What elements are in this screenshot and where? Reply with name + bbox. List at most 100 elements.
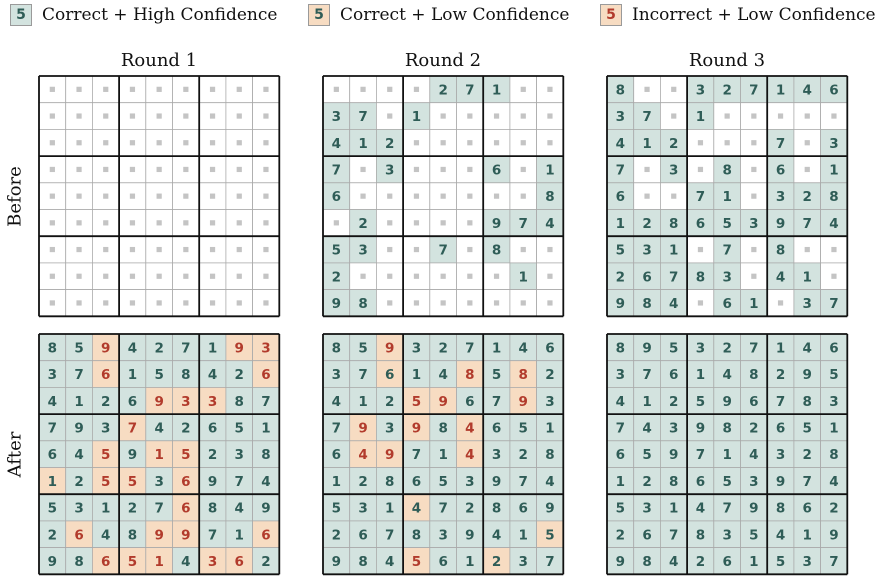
cell-digit: 5 [128,554,137,570]
sudoku-cell [509,262,537,290]
cell-digit: 2 [128,501,137,517]
cell-digit: 1 [74,394,83,410]
sudoku-cell [606,413,635,442]
empty-cell-marker [76,86,82,92]
cell-digit: 5 [669,340,678,356]
legend-label-correct-low: Correct + Low Confidence [340,5,570,25]
sudoku-cell [482,493,511,522]
cell-digit: 4 [358,447,367,463]
cell-digit: 8 [74,554,83,570]
empty-cell-marker [103,273,109,279]
cell-digit: 9 [438,394,447,410]
cell-digit: 7 [722,243,731,259]
cell-digit: 1 [235,527,244,543]
cell-digit: 9 [154,527,163,543]
sudoku-cell [536,520,564,549]
cell-digit: 7 [642,367,651,383]
sudoku-cell [375,386,404,415]
empty-cell-marker [831,113,837,119]
cell-digit: 5 [696,394,705,410]
cell-digit: 7 [154,501,163,517]
cell-digit: 6 [696,474,705,490]
empty-cell-marker [751,113,757,119]
sudoku-cell [65,547,93,575]
empty-cell-marker [129,300,136,306]
empty-cell-marker [724,140,730,146]
empty-cell-marker [547,86,553,92]
cell-digit: 7 [438,501,447,517]
cell-digit: 9 [385,340,394,356]
sudoku-cell [686,75,715,104]
empty-cell-marker [76,113,82,119]
cell-digit: 6 [749,394,758,410]
sudoku-cell [606,547,635,575]
empty-cell-marker [129,273,136,279]
sudoku-cell [172,360,200,388]
sudoku-cell [118,547,147,575]
empty-cell-marker [236,140,242,146]
cell-digit: 3 [101,420,110,436]
cell-digit: 4 [235,501,244,517]
empty-cell-marker [413,246,420,253]
cell-digit: 2 [749,420,758,436]
sudoku-cell [606,520,635,549]
empty-cell-marker [520,113,526,119]
empty-cell-marker [103,166,109,173]
cell-digit: 7 [465,340,474,356]
empty-cell-marker [209,193,216,199]
cell-digit: 5 [412,394,421,410]
empty-cell-marker [209,273,216,279]
board-after-round-1: 8 5 9 4 2 7 1 9 3 3 7 6 1 5 8 4 2 6 4 1 2 6 9 3 3 8 7 7 9 3 7 4 2 6 5 1 6 4 5 9… [38,333,281,576]
cell-digit: 5 [776,554,785,570]
cell-digit: 5 [358,340,367,356]
cell-digit: 1 [803,527,812,543]
cell-digit: 6 [332,447,341,463]
cell-digit: 5 [749,527,758,543]
empty-cell-marker [49,273,55,279]
empty-cell-marker [804,113,810,119]
sudoku-cell [606,467,635,495]
sudoku-cell [349,289,377,317]
cell-digit: 1 [48,474,57,490]
empty-cell-marker [751,273,757,279]
cell-digit: 2 [385,394,394,410]
empty-cell-marker [76,140,82,146]
cell-digit: 7 [208,527,217,543]
cell-digit: 7 [803,216,812,232]
sudoku-cell [766,413,795,442]
cell-digit: 9 [154,394,163,410]
sudoku-cell [766,182,795,210]
empty-cell-marker [156,246,162,253]
cell-digit: 8 [776,243,785,259]
cell-digit: 2 [438,82,447,98]
cell-digit: 3 [48,367,57,383]
cell-digit: 8 [519,367,528,383]
cell-digit: 8 [465,367,474,383]
sudoku-cell [536,440,564,468]
empty-cell-marker [413,220,420,226]
cell-digit: 6 [616,189,625,205]
empty-cell-marker [440,193,446,199]
cell-digit: 3 [235,447,244,463]
cell-digit: 8 [261,447,270,463]
empty-cell-marker [183,246,189,253]
sudoku-cell [429,520,457,549]
cell-digit: 8 [545,189,554,205]
cell-digit: 1 [438,447,447,463]
sudoku-cell [456,360,484,388]
cell-digit: 8 [669,216,678,232]
sudoku-cell [145,440,173,468]
cell-digit: 1 [616,474,625,490]
cell-digit: 3 [465,474,474,490]
cell-digit: 9 [545,501,554,517]
empty-cell-marker [413,273,420,279]
cell-digit: 3 [803,554,812,570]
empty-cell-marker [183,220,189,226]
sudoku-cell [38,333,67,362]
cell-digit: 4 [101,527,110,543]
empty-cell-marker [129,113,136,119]
sudoku-cell [252,467,280,495]
sudoku-cell [349,128,377,157]
sudoku-cell [793,386,822,415]
empty-cell-marker [103,246,109,253]
